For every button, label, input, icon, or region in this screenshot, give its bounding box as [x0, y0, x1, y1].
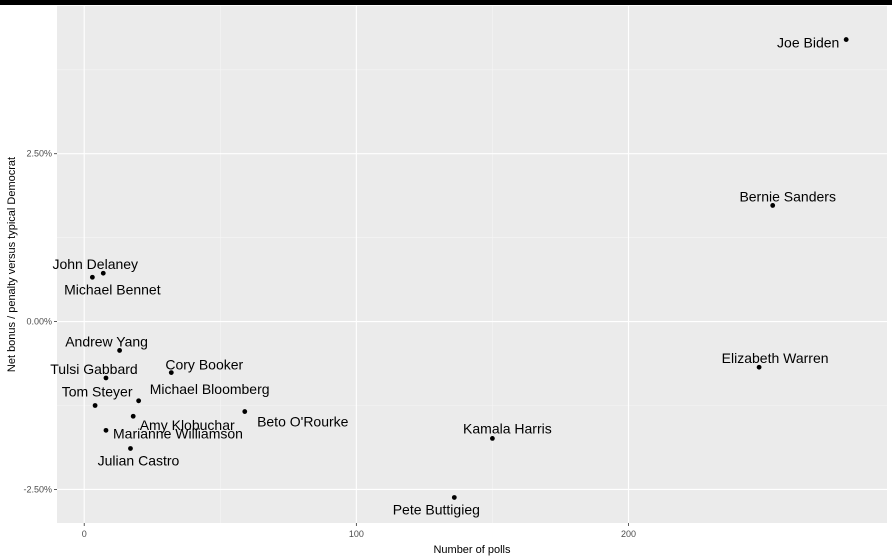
data-point [168, 370, 174, 375]
major-gridlines [57, 6, 887, 523]
point-label: Tulsi Gabbard [50, 361, 137, 377]
point-label: Amy Klobuchar [140, 417, 235, 433]
data-point [770, 203, 776, 208]
y-axis: -2.50% 0.00% 2.50% [23, 149, 57, 494]
data-point [92, 403, 98, 408]
point-label: Kamala Harris [463, 420, 552, 436]
point-label: Joe Biden [777, 35, 839, 51]
point-label: Bernie Sanders [739, 188, 836, 204]
data-point [843, 37, 849, 42]
x-tick-label: 0 [82, 529, 87, 539]
data-point [490, 436, 495, 441]
data-point [103, 375, 109, 381]
data-point [756, 364, 762, 370]
y-tick-label: -2.50% [23, 484, 52, 494]
point-labels: Joe Biden Bernie Sanders Elizabeth Warren K… [50, 35, 839, 518]
point-label: Julian Castro [98, 452, 180, 468]
point-label: Pete Buttigieg [393, 501, 480, 517]
y-tick-label: 0.00% [26, 317, 52, 327]
data-point [100, 270, 106, 276]
data-point [103, 427, 109, 433]
x-axis: 0 100 200 [82, 523, 636, 539]
x-tick-label: 100 [349, 529, 364, 539]
data-point [117, 348, 122, 353]
x-tick-label: 200 [621, 529, 636, 539]
point-label: Cory Booker [165, 357, 243, 373]
point-label: Michael Bloomberg [150, 381, 270, 397]
plot-panel [57, 6, 887, 523]
data-point [451, 495, 457, 500]
data-point [89, 274, 95, 280]
point-label: Beto O'Rourke [257, 414, 349, 430]
data-point [136, 398, 142, 404]
x-axis-title: Number of polls [433, 544, 511, 556]
point-label: Andrew Yang [65, 333, 148, 349]
y-tick-label: 2.50% [26, 149, 52, 159]
data-point [128, 446, 133, 451]
point-label: John Delaney [52, 256, 138, 272]
point-label: Michael Bennet [64, 281, 161, 297]
point-label: Marianne Williamson [113, 425, 243, 441]
y-axis-title: Net bonus / penalty versus typical Democ… [6, 157, 18, 372]
window-top-border [0, 0, 892, 5]
data-point [130, 413, 136, 419]
point-label: Elizabeth Warren [722, 350, 829, 366]
data-point [242, 409, 248, 414]
point-label: Tom Steyer [62, 384, 133, 400]
data-points [89, 37, 849, 500]
